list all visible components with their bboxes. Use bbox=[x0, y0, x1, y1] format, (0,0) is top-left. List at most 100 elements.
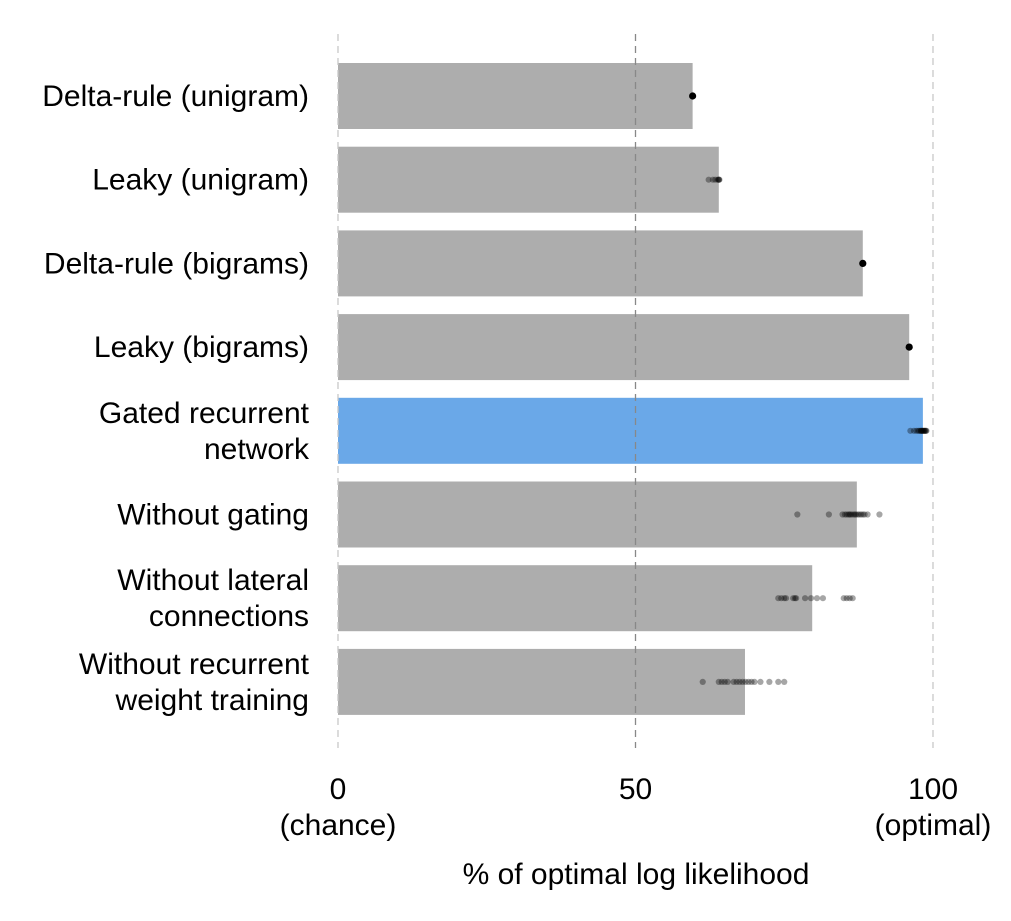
point-6-8 bbox=[807, 595, 815, 602]
category-label-4: Gated recurrent network bbox=[99, 397, 310, 466]
x-tick-label-0: 0 bbox=[330, 773, 347, 806]
point-4-2 bbox=[913, 427, 920, 434]
point-6-7 bbox=[801, 595, 809, 602]
category-label-line: Without recurrent bbox=[79, 648, 310, 681]
point-5-10 bbox=[852, 511, 859, 518]
point-4-8 bbox=[919, 427, 926, 434]
point-7-7 bbox=[736, 678, 743, 686]
point-7-8 bbox=[739, 678, 746, 686]
x-tick-labels: 0(chance) 50 100(optimal) bbox=[280, 773, 992, 842]
category-label-3: Leaky (bigrams) bbox=[94, 331, 309, 364]
point-6-9 bbox=[813, 595, 821, 602]
category-label-7: Without recurrent weight training bbox=[79, 648, 310, 717]
point-1-0 bbox=[705, 176, 712, 183]
category-label-line: weight training bbox=[115, 684, 309, 717]
point-4-9 bbox=[919, 427, 926, 434]
point-1-6 bbox=[716, 176, 723, 183]
point-4-13 bbox=[922, 427, 929, 434]
point-4-4 bbox=[916, 427, 923, 434]
point-4-10 bbox=[920, 427, 927, 434]
point-7-12 bbox=[751, 678, 758, 686]
point-5-7 bbox=[847, 511, 854, 518]
point-4-6 bbox=[918, 427, 925, 434]
category-label-line: network bbox=[204, 433, 310, 466]
point-7-2 bbox=[718, 678, 725, 686]
point-5-17 bbox=[876, 511, 883, 518]
category-label-1: Leaky (unigram) bbox=[92, 164, 309, 197]
point-5-2 bbox=[839, 511, 846, 518]
point-5-11 bbox=[854, 511, 861, 518]
x-axis-title: % of optimal log likelihood bbox=[463, 858, 810, 891]
point-5-9 bbox=[851, 511, 858, 518]
point-7-10 bbox=[745, 678, 752, 686]
point-5-1 bbox=[825, 511, 832, 518]
point-4-7 bbox=[918, 427, 925, 434]
point-6-2 bbox=[781, 595, 788, 602]
point-5-8 bbox=[849, 511, 856, 518]
point-7-1 bbox=[715, 678, 722, 686]
point-5-4 bbox=[843, 511, 850, 518]
category-label-line: Without lateral bbox=[117, 564, 309, 597]
point-7-9 bbox=[742, 678, 749, 686]
point-4-1 bbox=[910, 427, 918, 434]
point-7-11 bbox=[748, 678, 755, 686]
point-6-5 bbox=[791, 595, 799, 602]
point-4-11 bbox=[920, 427, 928, 434]
bar-3 bbox=[338, 314, 910, 381]
point-6-1 bbox=[778, 595, 785, 602]
point-7-4 bbox=[724, 678, 731, 686]
bar-5 bbox=[338, 481, 857, 548]
point-6-3 bbox=[782, 595, 790, 602]
category-label-line: Delta-rule (bigrams) bbox=[44, 247, 309, 280]
category-label-line: Delta-rule (unigram) bbox=[42, 80, 309, 113]
point-5-0 bbox=[794, 511, 801, 518]
point-7-16 bbox=[781, 678, 788, 686]
bars bbox=[337, 34, 934, 748]
point-0-0 bbox=[689, 92, 697, 100]
x-tick-label-2: 100 bbox=[908, 773, 958, 806]
x-tick-sublabel-0: (chance) bbox=[280, 809, 397, 842]
bar-1 bbox=[338, 146, 719, 213]
point-4-3 bbox=[915, 427, 922, 434]
point-4-0 bbox=[907, 427, 914, 434]
category-label-line: Without gating bbox=[117, 499, 309, 532]
point-5-13 bbox=[857, 511, 865, 518]
point-3-0 bbox=[905, 343, 913, 351]
point-5-12 bbox=[856, 511, 863, 518]
bar-2 bbox=[338, 230, 863, 297]
point-4-15 bbox=[923, 427, 930, 434]
point-6-14 bbox=[849, 595, 856, 602]
point-1-1 bbox=[709, 176, 716, 183]
point-7-5 bbox=[730, 678, 737, 686]
point-4-12 bbox=[921, 427, 928, 434]
point-1-5 bbox=[715, 176, 722, 183]
point-6-12 bbox=[843, 595, 850, 602]
category-label-line: Gated recurrent bbox=[99, 397, 310, 430]
point-1-4 bbox=[715, 176, 722, 183]
point-5-6 bbox=[846, 511, 853, 518]
point-6-11 bbox=[840, 595, 847, 602]
point-5-14 bbox=[859, 511, 866, 518]
x-tick-sublabel-2: (optimal) bbox=[875, 809, 992, 842]
bar-0 bbox=[338, 63, 693, 129]
bar-4 bbox=[338, 397, 923, 464]
point-6-10 bbox=[819, 595, 827, 602]
point-5-5 bbox=[845, 511, 852, 518]
bar-7 bbox=[338, 648, 745, 715]
category-label-0: Delta-rule (unigram) bbox=[42, 80, 309, 113]
category-label-6: Without lateral connections bbox=[117, 564, 309, 633]
point-6-13 bbox=[846, 595, 853, 602]
point-1-3 bbox=[714, 176, 721, 183]
category-label-line: connections bbox=[149, 600, 309, 633]
point-5-16 bbox=[864, 511, 871, 518]
point-6-6 bbox=[793, 595, 800, 602]
point-7-3 bbox=[721, 678, 728, 686]
point-2-0 bbox=[859, 259, 867, 267]
point-7-0 bbox=[699, 678, 706, 686]
data-points bbox=[689, 92, 930, 686]
point-4-14 bbox=[922, 427, 929, 434]
point-7-13 bbox=[757, 678, 764, 686]
category-label-2: Delta-rule (bigrams) bbox=[44, 247, 309, 280]
category-label-5: Without gating bbox=[117, 499, 309, 532]
